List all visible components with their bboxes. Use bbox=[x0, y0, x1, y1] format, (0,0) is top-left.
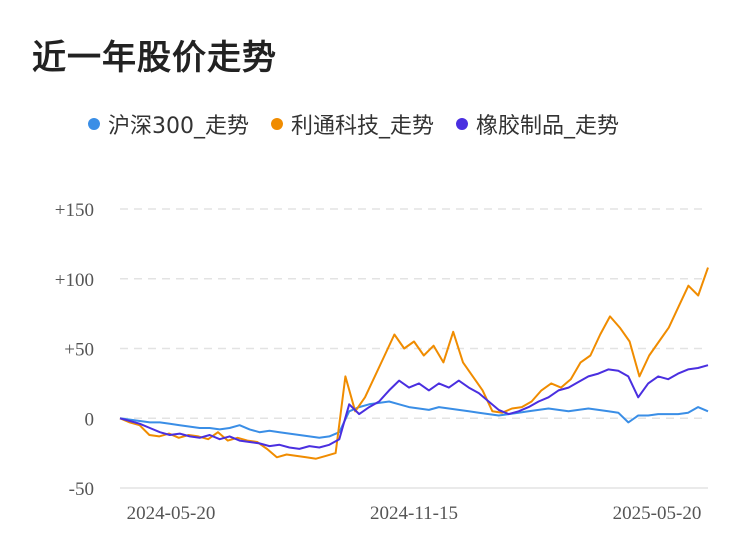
y-tick-label: -50 bbox=[69, 479, 94, 500]
x-tick-label: 2025-05-20 bbox=[613, 503, 702, 524]
chart-title: 近一年股价走势 bbox=[32, 38, 277, 78]
legend-label-litong: 利通科技_走势 bbox=[291, 114, 435, 139]
series-line bbox=[119, 400, 709, 439]
y-axis-ticks: +150 +100 +50 0 -50 bbox=[55, 200, 94, 500]
y-tick-label: +50 bbox=[64, 340, 94, 361]
legend-marker-rubber bbox=[456, 118, 469, 130]
y-tick-label: +100 bbox=[55, 270, 94, 291]
legend-item-litong[interactable]: 利通科技_走势 bbox=[271, 108, 434, 140]
series-lines bbox=[119, 267, 709, 460]
legend-item-rubber[interactable]: 橡胶制品_走势 bbox=[456, 108, 619, 140]
x-tick-label: 2024-11-15 bbox=[370, 503, 458, 524]
y-tick-label: +150 bbox=[55, 200, 94, 221]
legend-item-hs300[interactable]: 沪深300_走势 bbox=[88, 108, 249, 140]
legend-label-rubber: 橡胶制品_走势 bbox=[476, 114, 620, 139]
y-tick-label: 0 bbox=[85, 409, 95, 430]
grid-lines bbox=[120, 208, 708, 489]
x-tick-label: 2024-05-20 bbox=[127, 503, 216, 524]
legend-marker-litong bbox=[271, 118, 283, 130]
x-axis-ticks: 2024-05-20 2024-11-15 2025-05-20 bbox=[127, 503, 702, 524]
series-line bbox=[119, 364, 709, 450]
legend-marker-hs300 bbox=[88, 118, 100, 130]
legend-label-hs300: 沪深300_走势 bbox=[108, 114, 249, 139]
series-line bbox=[119, 267, 709, 460]
chart-legend: 沪深300_走势 利通科技_走势 橡胶制品_走势 bbox=[88, 108, 641, 140]
